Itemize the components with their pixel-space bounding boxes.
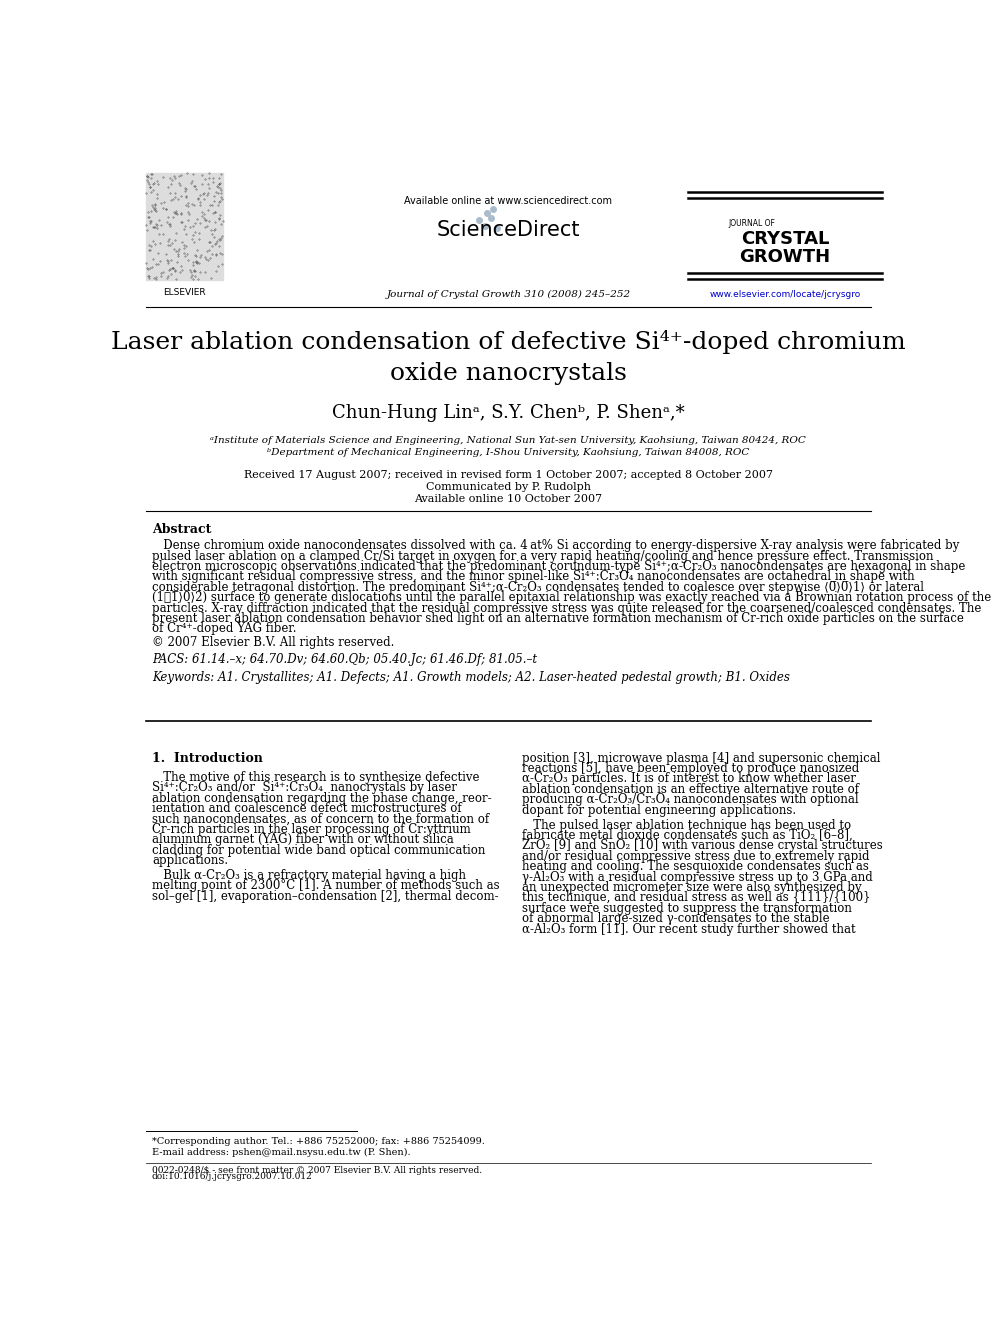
Text: PACS: 61.14.–x; 64.70.Dv; 64.60.Qb; 05.40.Jc; 61.46.Df; 81.05.–t: PACS: 61.14.–x; 64.70.Dv; 64.60.Qb; 05.4…	[152, 652, 537, 665]
Text: © 2007 Elsevier B.V. All rights reserved.: © 2007 Elsevier B.V. All rights reserved…	[152, 636, 394, 648]
Text: www.elsevier.com/locate/jcrysgro: www.elsevier.com/locate/jcrysgro	[709, 290, 861, 299]
Text: ELSEVIER: ELSEVIER	[163, 288, 205, 298]
Text: Chun-Hung Linᵃ, S.Y. Chenᵇ, P. Shenᵃ,*: Chun-Hung Linᵃ, S.Y. Chenᵇ, P. Shenᵃ,*	[332, 404, 684, 422]
Text: The motive of this research is to synthesize defective: The motive of this research is to synthe…	[152, 771, 479, 785]
Text: α-Cr₂O₃ particles. It is of interest to know whether laser: α-Cr₂O₃ particles. It is of interest to …	[523, 773, 856, 786]
Text: ZrO₂ [9] and SnO₂ [10] with various dense crystal structures: ZrO₂ [9] and SnO₂ [10] with various dens…	[523, 839, 883, 852]
Text: Journal of Crystal Growth 310 (2008) 245–252: Journal of Crystal Growth 310 (2008) 245…	[386, 290, 631, 299]
Text: Communicated by P. Rudolph: Communicated by P. Rudolph	[426, 482, 591, 492]
Text: present laser ablation condensation behavior shed light on an alternative format: present laser ablation condensation beha…	[152, 613, 964, 624]
Text: doi:10.1016/j.jcrysgro.2007.10.012: doi:10.1016/j.jcrysgro.2007.10.012	[152, 1172, 312, 1181]
Text: of abnormal large-sized γ-condensates to the stable: of abnormal large-sized γ-condensates to…	[523, 912, 830, 925]
Text: such nanocondensates, as of concern to the formation of: such nanocondensates, as of concern to t…	[152, 812, 489, 826]
Text: 1.  Introduction: 1. Introduction	[152, 751, 263, 765]
Text: *Corresponding author. Tel.: +886 75252000; fax: +886 75254099.: *Corresponding author. Tel.: +886 752520…	[152, 1136, 485, 1146]
Text: oxide nanocrystals: oxide nanocrystals	[390, 363, 627, 385]
Text: dopant for potential engineering applications.: dopant for potential engineering applica…	[523, 803, 797, 816]
Text: Available online 10 October 2007: Available online 10 October 2007	[415, 493, 602, 504]
Text: sol–gel [1], evaporation–condensation [2], thermal decom-: sol–gel [1], evaporation–condensation [2…	[152, 890, 499, 902]
Text: applications.: applications.	[152, 855, 228, 867]
Text: ᵃInstitute of Materials Science and Engineering, National Sun Yat-sen University: ᵃInstitute of Materials Science and Engi…	[210, 437, 806, 445]
Text: ablation condensation regarding the phase change, reor-: ablation condensation regarding the phas…	[152, 791, 491, 804]
Text: position [3], microwave plasma [4] and supersonic chemical: position [3], microwave plasma [4] and s…	[523, 751, 881, 765]
Text: Available online at www.sciencedirect.com: Available online at www.sciencedirect.co…	[405, 196, 612, 205]
Text: The pulsed laser ablation technique has been used to: The pulsed laser ablation technique has …	[523, 819, 851, 832]
Text: Keywords: A1. Crystallites; A1. Defects; A1. Growth models; A2. Laser-heated ped: Keywords: A1. Crystallites; A1. Defects;…	[152, 671, 790, 684]
Text: E-mail address: pshen@mail.nsysu.edu.tw (P. Shen).: E-mail address: pshen@mail.nsysu.edu.tw …	[152, 1147, 411, 1156]
Text: GROWTH: GROWTH	[739, 249, 830, 266]
Text: Si⁴⁺:Cr₂O₃ and/or  Si⁴⁺:Cr₃O₄  nanocrystals by laser: Si⁴⁺:Cr₂O₃ and/or Si⁴⁺:Cr₃O₄ nanocrystal…	[152, 782, 457, 794]
Text: aluminum garnet (YAG) fiber with or without silica: aluminum garnet (YAG) fiber with or with…	[152, 833, 453, 847]
Text: melting point of 2300°C [1]. A number of methods such as: melting point of 2300°C [1]. A number of…	[152, 880, 500, 893]
Text: 0022-0248/$ - see front matter © 2007 Elsevier B.V. All rights reserved.: 0022-0248/$ - see front matter © 2007 El…	[152, 1166, 482, 1175]
Text: ablation condensation is an effective alternative route of: ablation condensation is an effective al…	[523, 783, 859, 796]
Text: electron microscopic observations indicated that the predominant corundum-type S: electron microscopic observations indica…	[152, 560, 965, 573]
Text: JOURNAL OF: JOURNAL OF	[728, 218, 776, 228]
Bar	[146, 172, 223, 280]
Text: of Cr⁴⁺-doped YAG fiber.: of Cr⁴⁺-doped YAG fiber.	[152, 622, 297, 635]
Text: ScienceDirect: ScienceDirect	[436, 221, 580, 241]
Text: α-Al₂O₃ form [11]. Our recent study further showed that: α-Al₂O₃ form [11]. Our recent study furt…	[523, 922, 856, 935]
Text: Bulk α-Cr₂O₃ is a refractory material having a high: Bulk α-Cr₂O₃ is a refractory material ha…	[152, 869, 466, 882]
Text: Dense chromium oxide nanocondensates dissolved with ca. 4 at% Si according to en: Dense chromium oxide nanocondensates dis…	[152, 540, 959, 552]
Text: (1ᄂ1̅⟩0⟩2) surface to generate dislocations until the parallel epitaxial relatio: (1ᄂ1̅⟩0⟩2) surface to generate dislocati…	[152, 591, 991, 605]
Text: with significant residual compressive stress, and the minor spinel-like Si⁴⁺:Cr₃: with significant residual compressive st…	[152, 570, 915, 583]
Text: Laser ablation condensation of defective Si⁴⁺-doped chromium: Laser ablation condensation of defective…	[111, 329, 906, 353]
Text: Received 17 August 2007; received in revised form 1 October 2007; accepted 8 Oct: Received 17 August 2007; received in rev…	[244, 470, 773, 480]
Text: an unexpected micrometer size were also synthesized by: an unexpected micrometer size were also …	[523, 881, 862, 894]
Text: particles. X-ray diffraction indicated that the residual compressive stress was : particles. X-ray diffraction indicated t…	[152, 602, 981, 614]
Text: producing α-Cr₂O₃/Cr₃O₄ nanocondensates with optional: producing α-Cr₂O₃/Cr₃O₄ nanocondensates …	[523, 794, 859, 806]
Text: heating and cooling. The sesquioxide condensates such as: heating and cooling. The sesquioxide con…	[523, 860, 869, 873]
Text: Abstract: Abstract	[152, 523, 211, 536]
Text: this technique, and residual stress as well as {111}/{100}: this technique, and residual stress as w…	[523, 892, 871, 905]
Text: surface were suggested to suppress the transformation: surface were suggested to suppress the t…	[523, 902, 852, 914]
Text: Cr-rich particles in the laser processing of Cr:yttrium: Cr-rich particles in the laser processin…	[152, 823, 470, 836]
Text: pulsed laser ablation on a clamped Cr/Si target in oxygen for a very rapid heati: pulsed laser ablation on a clamped Cr/Si…	[152, 549, 933, 562]
Text: fabricate metal dioxide condensates such as TiO₂ [6–8],: fabricate metal dioxide condensates such…	[523, 830, 853, 841]
Text: considerable tetragonal distortion. The predominant Si⁴⁺;α-Cr₂O₃ condensates ten: considerable tetragonal distortion. The …	[152, 581, 924, 594]
Text: ᵇDepartment of Mechanical Engineering, I-Shou University, Kaohsiung, Taiwan 8400: ᵇDepartment of Mechanical Engineering, I…	[267, 448, 750, 458]
Text: ientation and coalescence defect microstructures of: ientation and coalescence defect microst…	[152, 802, 461, 815]
Text: and/or residual compressive stress due to extremely rapid: and/or residual compressive stress due t…	[523, 849, 870, 863]
Text: γ-Al₂O₃ with a residual compressive stress up to 3 GPa and: γ-Al₂O₃ with a residual compressive stre…	[523, 871, 873, 884]
Text: CRYSTAL: CRYSTAL	[741, 230, 829, 249]
Text: reactions [5], have been employed to produce nanosized: reactions [5], have been employed to pro…	[523, 762, 860, 775]
Text: cladding for potential wide band optical communication: cladding for potential wide band optical…	[152, 844, 485, 857]
